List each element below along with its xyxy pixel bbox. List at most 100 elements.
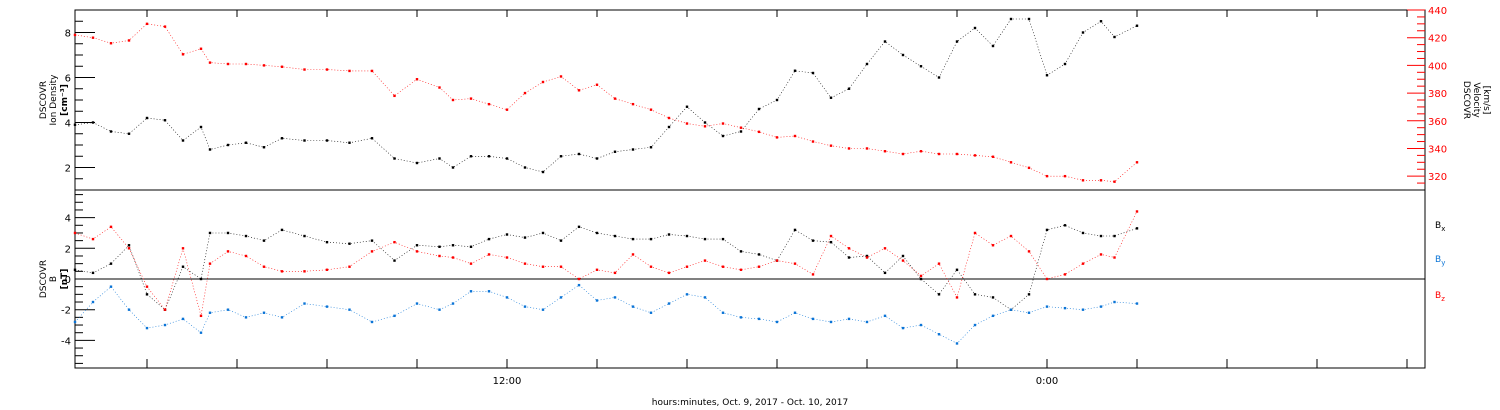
bfield-point	[721, 311, 725, 314]
bfield-point	[1009, 308, 1013, 311]
velocity-point	[991, 155, 995, 158]
bfield-point	[505, 296, 509, 299]
velocity-trace	[74, 23, 1138, 183]
density-trace	[74, 18, 1138, 173]
density-ylabel-line2: Ion Density	[49, 74, 59, 126]
density-point	[865, 62, 869, 66]
bfield-point	[847, 247, 851, 250]
density-point	[505, 157, 509, 160]
density-point	[1027, 17, 1031, 21]
bfield-point	[1081, 262, 1085, 265]
bfield-point	[280, 228, 284, 232]
bfield-point	[1009, 234, 1013, 238]
velocity-point	[226, 62, 230, 66]
velocity-point	[775, 136, 779, 139]
density-point	[451, 166, 455, 169]
bfield-point	[649, 237, 653, 241]
legend-bx: Bx	[1435, 221, 1445, 233]
velocity-point	[393, 94, 396, 98]
bfield-point	[577, 225, 581, 229]
bfield-point	[991, 244, 995, 247]
bfield-point	[262, 265, 266, 268]
bfield-point	[1063, 273, 1067, 276]
velocity-tick-label: 320	[1428, 172, 1447, 183]
density-point	[393, 157, 396, 160]
bfield-point	[829, 234, 833, 238]
velocity-ylabel-line2: Velocity	[1471, 82, 1481, 118]
velocity-point	[631, 102, 635, 106]
bfield-tick-label: 2	[65, 244, 71, 255]
density-tick-label: 6	[65, 74, 71, 85]
bfield-point	[667, 302, 671, 305]
density-point	[955, 40, 959, 43]
bfield-point	[829, 240, 833, 244]
density-point	[199, 125, 203, 129]
bfield-point	[127, 247, 131, 250]
velocity-point	[901, 152, 905, 156]
bfield-point	[793, 311, 797, 314]
bfield-point	[595, 299, 599, 302]
density-point	[847, 87, 851, 90]
bfield-point	[559, 296, 563, 299]
bfield-point	[613, 296, 617, 299]
velocity-point	[262, 64, 266, 67]
bfield-point	[757, 317, 761, 321]
legend-bz: Bz	[1435, 291, 1445, 303]
velocity-point	[883, 150, 887, 153]
bfield-point	[348, 242, 351, 245]
density-point	[109, 130, 113, 133]
density-tick-label: 8	[65, 29, 71, 40]
bfield-series	[73, 283, 1139, 345]
bfield-point	[919, 277, 923, 281]
velocity-series	[73, 22, 1139, 183]
bfield-point	[1063, 224, 1067, 227]
density-point	[541, 170, 545, 174]
velocity-point	[523, 91, 527, 95]
velocity-point	[1045, 174, 1049, 178]
bfield-point	[793, 228, 797, 232]
bfield-point	[811, 239, 815, 242]
plasma-panel: 2 4 6 8 320 340 360 380 400 420 440 DSCOVR Ion Den…	[39, 6, 1491, 191]
velocity-ylabel-line3: [km/s]	[1481, 86, 1491, 115]
density-tick-label: 2	[65, 164, 71, 175]
velocity-point	[127, 39, 131, 42]
bfield-point	[127, 308, 131, 311]
bfield-point	[127, 244, 131, 247]
bfield-point	[703, 259, 707, 262]
velocity-tick-label: 380	[1428, 89, 1447, 100]
bfield-point	[325, 268, 329, 271]
density-point	[595, 157, 599, 160]
bfield-point	[937, 333, 941, 336]
bfield-point	[937, 262, 941, 265]
bfield-point	[1081, 308, 1085, 311]
velocity-point	[937, 152, 941, 156]
bfield-point	[505, 256, 509, 259]
bfield-point	[91, 237, 95, 241]
bfield-point	[811, 317, 815, 321]
velocity-point	[1009, 161, 1013, 164]
bfield-point	[1113, 234, 1116, 238]
velocity-point	[1135, 161, 1139, 164]
legend-by: By	[1435, 255, 1445, 267]
density-point	[208, 148, 212, 151]
bfield-point	[109, 262, 113, 265]
bfield-point	[631, 305, 635, 308]
velocity-point	[505, 108, 509, 111]
velocity-point	[370, 69, 374, 73]
bfield-point	[393, 240, 396, 244]
velocity-tick-label: 440	[1428, 6, 1447, 17]
bfield-point	[865, 254, 869, 258]
bfield-tick-label: 0	[65, 275, 71, 286]
x-axis-label: hours:minutes, Oct. 9, 2017 - Oct. 10, 2…	[652, 398, 848, 408]
velocity-tick-label: 360	[1428, 117, 1447, 128]
density-point	[811, 71, 815, 75]
bfield-point	[1135, 210, 1139, 213]
bfield-point	[280, 270, 284, 273]
velocity-point	[865, 147, 869, 150]
bfield-point	[1027, 311, 1031, 314]
density-point	[415, 161, 419, 165]
density-point	[721, 134, 725, 138]
bfield-point	[145, 293, 149, 296]
bfield-point	[370, 320, 374, 324]
